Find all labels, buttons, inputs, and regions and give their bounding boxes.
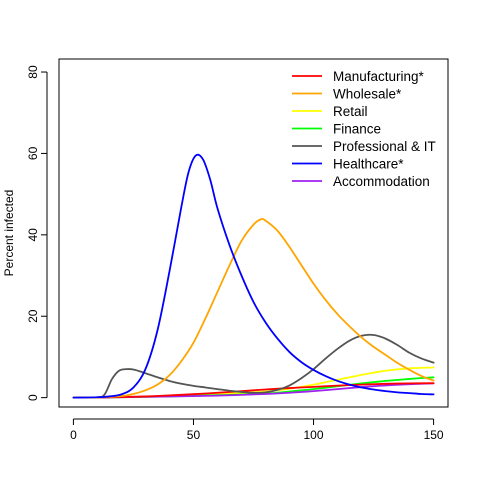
series-line-manufacturing <box>72 382 435 399</box>
y-tick-label: 80 <box>26 65 40 79</box>
series-line-accommodation <box>72 382 435 399</box>
y-tick-label: 20 <box>26 309 40 323</box>
series-line-healthcare <box>72 153 435 399</box>
x-tick-label: 0 <box>70 428 77 442</box>
legend-label-accommodation: Accommodation <box>333 174 430 189</box>
y-axis-title: Percent infected <box>2 190 16 277</box>
series-line-professional-it <box>72 333 435 399</box>
y-tick-label: 60 <box>26 146 40 160</box>
legend: Manufacturing* Wholesale* Retail Finance Pro… <box>292 69 436 189</box>
series-line-wholesale <box>72 218 435 399</box>
legend-label-professional-it: Professional & IT <box>333 139 436 154</box>
legend-label-manufacturing: Manufacturing* <box>333 69 425 84</box>
y-tick-label: 0 <box>26 394 40 401</box>
legend-label-retail: Retail <box>333 104 368 119</box>
axes: 0 50 100 150 0 20 40 60 80 <box>26 65 444 442</box>
y-tick-label: 40 <box>26 228 40 242</box>
series-layer <box>72 153 435 399</box>
x-tick-label: 50 <box>187 428 201 442</box>
plot-frame <box>58 58 449 408</box>
legend-label-finance: Finance <box>333 122 381 137</box>
legend-label-healthcare: Healthcare* <box>333 157 404 172</box>
x-tick-label: 150 <box>424 428 444 442</box>
legend-label-wholesale: Wholesale* <box>333 87 402 102</box>
x-tick-label: 100 <box>304 428 324 442</box>
